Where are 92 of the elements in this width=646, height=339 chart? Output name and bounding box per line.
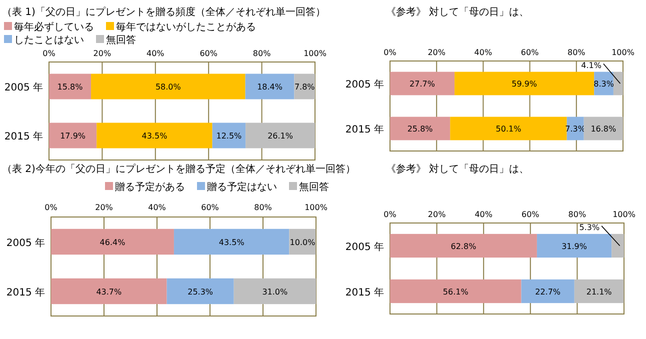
bar xyxy=(234,278,316,304)
bar xyxy=(454,72,594,96)
data-label: 25.8% xyxy=(407,124,434,134)
bar xyxy=(450,116,567,140)
bar xyxy=(49,74,92,100)
x-tick-label: 100% xyxy=(612,210,636,219)
y-tick-label: 2015 年 xyxy=(6,286,45,298)
x-tick-label: 20% xyxy=(428,210,446,219)
data-label: 27.7% xyxy=(410,80,436,88)
bar xyxy=(91,74,246,100)
legend-label: 毎年必ずしている xyxy=(14,21,94,33)
x-tick-label: 0% xyxy=(42,49,56,58)
x-tick-label: 40% xyxy=(148,203,166,212)
legend-label: 毎年ではないがしたことがある xyxy=(116,21,256,33)
y-tick-label: 2015 年 xyxy=(345,286,384,298)
data-label: 17.9% xyxy=(60,132,86,140)
bar xyxy=(51,278,167,304)
bar xyxy=(166,278,234,304)
x-tick-label: 80% xyxy=(568,48,586,57)
chart-title: 《参考》 対して「母の日」は、 xyxy=(386,163,530,175)
bar xyxy=(574,279,624,304)
chart-title: （表 2)今年の「父の日」にプレゼントを贈る予定（全体／それぞれ単一回答） xyxy=(2,163,356,175)
data-label: 43.5% xyxy=(218,238,245,247)
chart-title: 《参考》 対して「母の日」は、 xyxy=(386,6,530,18)
data-label: 22.7% xyxy=(535,287,561,296)
chart-title: （表 1)「父の日」にプレゼントを贈る頻度（全体／それぞれ単一回答） xyxy=(2,6,326,18)
data-label: 56.1% xyxy=(442,287,469,296)
y-tick-label: 2005 年 xyxy=(345,240,384,253)
bar xyxy=(390,116,450,140)
bar xyxy=(390,234,537,258)
data-label: 31.9% xyxy=(562,242,588,251)
data-label: 26.1% xyxy=(268,132,294,140)
x-tick-label: 60% xyxy=(201,203,220,212)
x-tick-label: 0% xyxy=(384,48,397,57)
x-tick-label: 20% xyxy=(93,49,112,58)
x-tick-label: 40% xyxy=(474,210,493,219)
data-label: 46.4% xyxy=(100,238,126,247)
data-label: 43.5% xyxy=(142,132,168,140)
bar xyxy=(390,279,522,304)
y-tick-label: 2015 年 xyxy=(4,130,43,142)
bar xyxy=(51,228,174,255)
bar xyxy=(246,122,315,148)
x-tick-label: 0% xyxy=(384,210,397,219)
y-tick-label: 2015 年 xyxy=(345,124,384,136)
bar xyxy=(536,234,612,258)
x-tick-label: 40% xyxy=(474,48,492,57)
x-tick-label: 80% xyxy=(252,49,272,58)
legend-label: したことはない xyxy=(14,35,84,46)
bar xyxy=(521,279,574,304)
data-label: 58.0% xyxy=(155,82,182,92)
bar xyxy=(390,72,455,96)
bar xyxy=(245,74,294,100)
data-label: 21.1% xyxy=(586,287,612,296)
bar xyxy=(612,234,624,258)
data-label: 25.3% xyxy=(188,287,214,296)
bar xyxy=(174,228,290,255)
data-label: 18.4% xyxy=(257,82,283,92)
x-tick-label: 40% xyxy=(146,49,165,58)
data-label: 8.3% xyxy=(594,80,614,88)
x-tick-label: 60% xyxy=(520,48,540,57)
data-label: 15.8% xyxy=(57,82,84,92)
x-tick-label: 80% xyxy=(254,203,272,212)
data-label: 43.7% xyxy=(96,287,122,296)
data-label: 10.0% xyxy=(290,238,316,247)
data-label: 59.9% xyxy=(512,80,538,88)
x-tick-label: 20% xyxy=(428,48,446,57)
bar xyxy=(49,122,97,148)
legend-label: 無回答 xyxy=(106,34,136,46)
legend-label: 贈る予定がある xyxy=(115,181,185,193)
data-label: 7.8% xyxy=(294,82,316,92)
y-tick-label: 2005 年 xyxy=(6,236,45,249)
data-label: 62.8% xyxy=(450,242,477,251)
data-label: 5.3% xyxy=(579,222,600,232)
x-tick-label: 100% xyxy=(612,48,635,57)
x-tick-label: 100% xyxy=(304,49,327,58)
x-tick-label: 100% xyxy=(304,203,328,212)
data-label: 12.5% xyxy=(216,132,242,140)
data-label: 4.1% xyxy=(581,60,602,70)
legend-label: 贈る予定はない xyxy=(207,181,277,193)
x-tick-label: 60% xyxy=(200,49,218,58)
data-label: 31.0% xyxy=(262,287,288,296)
bar xyxy=(96,122,212,148)
legend-label: 無回答 xyxy=(299,181,329,193)
x-tick-label: 80% xyxy=(568,210,586,219)
data-label: 50.1% xyxy=(496,124,522,134)
x-tick-label: 0% xyxy=(44,203,58,212)
x-tick-label: 20% xyxy=(95,203,114,212)
bar xyxy=(613,72,623,96)
y-tick-label: 2005 年 xyxy=(4,82,43,94)
x-tick-label: 60% xyxy=(522,210,540,219)
y-tick-label: 2005 年 xyxy=(345,78,384,90)
data-label: 16.8% xyxy=(590,124,617,134)
